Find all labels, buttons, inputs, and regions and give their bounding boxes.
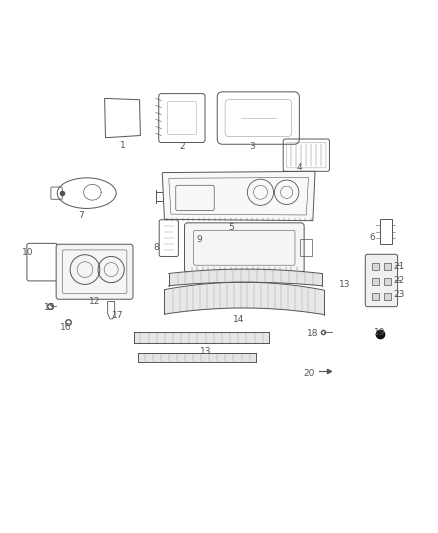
Text: 15: 15 bbox=[43, 303, 55, 312]
Text: 13: 13 bbox=[200, 348, 212, 356]
Text: 22: 22 bbox=[394, 276, 405, 285]
Bar bbox=[384, 278, 391, 285]
Text: 7: 7 bbox=[78, 211, 85, 220]
Text: 1: 1 bbox=[120, 141, 126, 150]
Text: 23: 23 bbox=[394, 290, 405, 299]
Text: 17: 17 bbox=[112, 311, 124, 320]
Bar bbox=[372, 263, 379, 270]
Bar bbox=[372, 293, 379, 300]
Text: 18: 18 bbox=[307, 329, 318, 338]
FancyBboxPatch shape bbox=[56, 244, 133, 299]
Text: 8: 8 bbox=[153, 244, 159, 252]
FancyBboxPatch shape bbox=[365, 254, 398, 306]
Text: 10: 10 bbox=[22, 248, 33, 257]
Text: 19: 19 bbox=[374, 328, 385, 337]
Text: 5: 5 bbox=[228, 223, 233, 232]
Text: 2: 2 bbox=[179, 142, 185, 151]
Text: 6: 6 bbox=[370, 233, 375, 243]
FancyBboxPatch shape bbox=[184, 223, 304, 272]
Bar bbox=[384, 263, 391, 270]
Text: 4: 4 bbox=[296, 163, 302, 172]
Text: 12: 12 bbox=[89, 297, 100, 305]
Bar bbox=[384, 293, 391, 300]
Text: 20: 20 bbox=[304, 369, 315, 378]
Text: 9: 9 bbox=[197, 235, 202, 244]
Text: 16: 16 bbox=[60, 323, 71, 332]
Text: 21: 21 bbox=[394, 262, 405, 271]
Text: 3: 3 bbox=[249, 142, 255, 151]
Bar bbox=[372, 278, 379, 285]
Polygon shape bbox=[162, 171, 315, 221]
Text: 14: 14 bbox=[233, 314, 244, 324]
Text: 13: 13 bbox=[339, 280, 350, 289]
